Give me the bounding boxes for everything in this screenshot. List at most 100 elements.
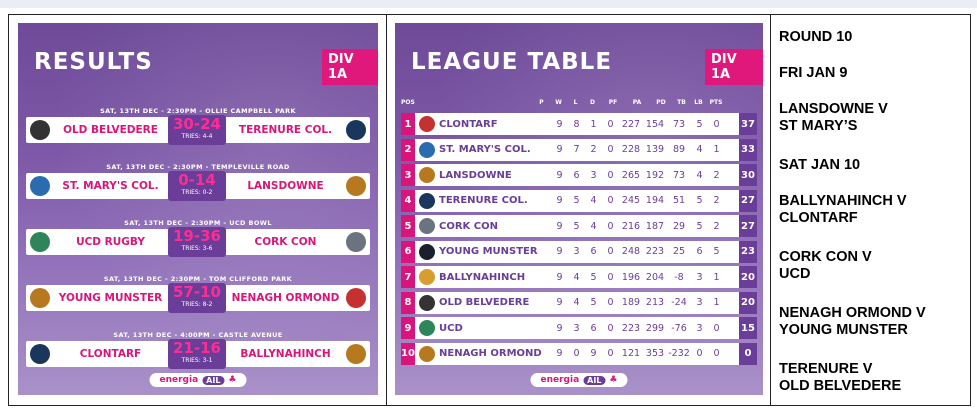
fixture-entry: NENAGH ORMOND V YOUNG MUNSTER <box>779 305 926 339</box>
tries: TRIES: 3-6 <box>181 245 213 252</box>
cell-pd: 25 <box>672 246 686 257</box>
fixture-line: FRI JAN 9 <box>779 65 848 81</box>
cell-lb: 2 <box>713 195 720 206</box>
score-box: 19-36 TRIES: 3-6 <box>168 227 226 257</box>
team-name: UCD <box>439 322 463 334</box>
cell-pf: 189 <box>621 297 641 308</box>
league-table-title: LEAGUE TABLE <box>411 49 613 75</box>
sponsor-logo: energia AIL ♣ <box>149 373 247 387</box>
match-card: SAT, 13TH DEC - 2:30PM - TOM CLIFFORD PA… <box>26 275 370 313</box>
position: 5 <box>401 215 415 237</box>
header-pts: PTS <box>709 99 723 106</box>
team-crest-icon <box>419 218 435 234</box>
row-body: NENAGH ORMOND 9 0 9 0 121 353 -232 0 0 <box>415 342 739 365</box>
cell-pa: 213 <box>645 297 665 308</box>
tries: TRIES: 4-4 <box>181 133 213 140</box>
row-body: CORK CON 9 5 4 0 216 187 29 5 2 <box>415 215 739 237</box>
match-header: SAT, 13TH DEC - 2:30PM - UCD BOWL <box>124 219 272 227</box>
fixture-line: TERENURE V <box>779 361 873 377</box>
team-crest-icon <box>419 294 435 311</box>
fixture-entry: SAT JAN 10 <box>779 157 860 174</box>
row-body: LANSDOWNE 9 6 3 0 265 192 73 4 2 <box>415 164 739 186</box>
cell-l: 2 <box>590 144 597 155</box>
position: 9 <box>401 317 415 339</box>
cell-pa: 204 <box>645 271 665 283</box>
cell-w: 7 <box>573 144 580 155</box>
table-row: 2 ST. MARY'S COL. 9 7 2 0 228 139 89 4 1 33 <box>401 138 757 161</box>
cell-pd: 73 <box>672 118 686 130</box>
fixture-entry: TERENURE V OLD BELVEDERE <box>779 361 901 395</box>
cell-p: 9 <box>556 246 563 257</box>
cell-p: 9 <box>556 220 563 232</box>
position: 1 <box>401 113 415 135</box>
fixture-line: OLD BELVEDERE <box>779 378 902 394</box>
content-table: RESULTS DIV 1A SAT, 13TH DEC - 2:30PM - … <box>8 14 971 406</box>
score-box: 0-14 TRIES: 0-2 <box>168 171 226 201</box>
score: 21-16 <box>173 339 221 357</box>
home-crest-icon <box>30 288 50 308</box>
cell-pf: 265 <box>621 169 641 181</box>
cell-p: 9 <box>556 169 563 181</box>
row-body: TERENURE COL. 9 5 4 0 245 194 51 5 2 <box>415 189 739 212</box>
match-header: SAT, 13TH DEC - 2:30PM - OLLIE CAMPBELL … <box>100 107 296 115</box>
row-body: ST. MARY'S COL. 9 7 2 0 228 139 89 4 1 <box>415 138 739 161</box>
cell-pf: 223 <box>621 322 641 334</box>
cell-w: 8 <box>573 118 580 130</box>
header-pa: PA <box>632 99 642 106</box>
cell-pd: -232 <box>668 348 690 359</box>
table-row: 5 CORK CON 9 5 4 0 216 187 29 5 2 27 <box>401 215 757 237</box>
cell-tb: 3 <box>696 297 703 308</box>
fixture-line: YOUNG MUNSTER <box>779 322 908 338</box>
cell-tb: 5 <box>696 118 703 130</box>
team-name: CORK CON <box>439 220 498 232</box>
division-badge: DIV 1A <box>705 49 763 85</box>
cell-d: 0 <box>607 220 614 232</box>
cell-lb: 2 <box>713 220 720 232</box>
cell-pf: 248 <box>621 246 641 257</box>
cell-pa: 353 <box>645 348 665 359</box>
position: 10 <box>401 342 415 365</box>
match-card: SAT, 13TH DEC - 4:00PM - CASTLE AVENUE CL… <box>26 331 370 369</box>
table-row: 10 NENAGH ORMOND 9 0 9 0 121 353 -232 0 0 0 <box>401 342 757 365</box>
cell-d: 0 <box>607 348 614 359</box>
cell-w: 0 <box>573 348 580 359</box>
cell-pd: 89 <box>672 144 686 155</box>
away-crest-icon <box>346 120 366 140</box>
team-name: OLD BELVEDERE <box>439 297 530 308</box>
cell-pa: 192 <box>645 169 665 181</box>
away-team: TERENURE COL. <box>238 124 333 136</box>
team-crest-icon <box>419 320 435 336</box>
home-team: CLONTARF <box>79 348 142 360</box>
home-crest-icon <box>30 232 50 252</box>
cell-pa: 223 <box>645 246 665 257</box>
sponsor-brand: energia <box>540 375 580 385</box>
points: 37 <box>739 113 757 135</box>
position: 7 <box>401 266 415 288</box>
cell-tb: 3 <box>696 322 703 334</box>
cell-w: 4 <box>573 297 580 308</box>
home-team: OLD BELVEDERE <box>63 124 158 136</box>
cell-w: 4 <box>573 271 580 283</box>
cell-tb: 0 <box>696 348 703 359</box>
team-name: ST. MARY'S COL. <box>439 144 531 155</box>
match-card: SAT, 13TH DEC - 2:30PM - UCD BOWL UCD RUG… <box>26 219 370 257</box>
fixture-line: CLONTARF <box>779 210 858 226</box>
points: 27 <box>739 215 757 237</box>
row-body: BALLYNAHINCH 9 4 5 0 196 204 -8 3 1 <box>415 266 739 288</box>
position: 3 <box>401 164 415 186</box>
home-crest-icon <box>30 176 50 196</box>
cell-p: 9 <box>556 322 563 334</box>
cell-tb: 3 <box>696 271 703 283</box>
fixture-line: BALLYNAHINCH V <box>779 193 907 209</box>
match-bar: UCD RUGBY CORK CON 19-36 TRIES: 3-6 <box>26 227 370 257</box>
score-box: 30-24 TRIES: 4-4 <box>168 115 226 145</box>
score: 30-24 <box>173 115 221 133</box>
away-team: BALLYNAHINCH <box>240 348 331 360</box>
cell-lb: 1 <box>713 297 720 308</box>
table-row: 4 TERENURE COL. 9 5 4 0 245 194 51 5 2 27 <box>401 189 757 212</box>
tries: TRIES: 0-2 <box>181 189 213 196</box>
team-crest-icon <box>419 116 435 132</box>
points: 27 <box>739 189 757 212</box>
cell-d: 0 <box>607 118 614 130</box>
shamrock-icon: ♣ <box>609 375 618 385</box>
